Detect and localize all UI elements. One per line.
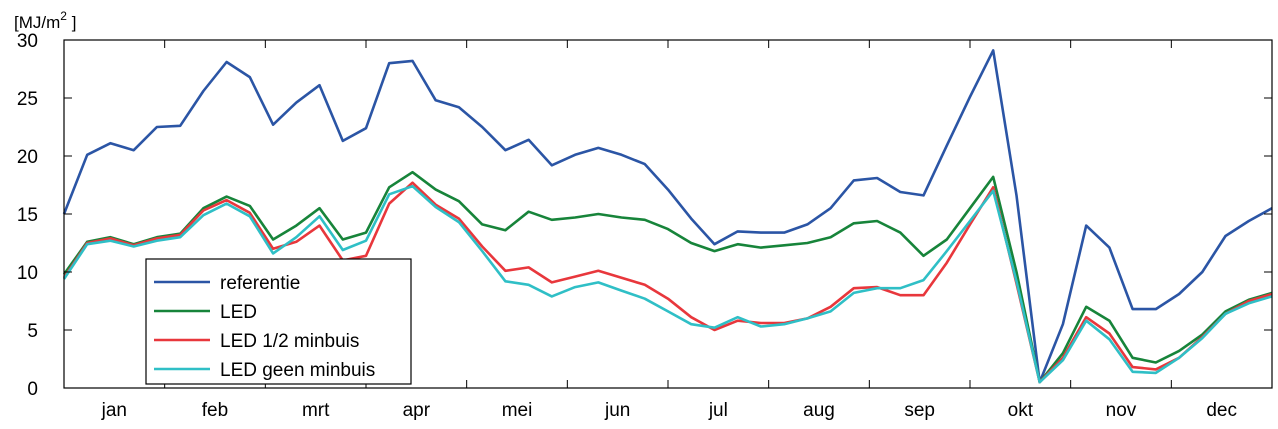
legend-label-2: LED — [220, 302, 257, 323]
y-unit-prefix: [MJ/m — [14, 13, 60, 32]
y-tick-label: 25 — [17, 89, 38, 110]
legend-box — [145, 258, 412, 385]
x-tick-label-dec: dec — [1206, 400, 1237, 421]
series-line-4 — [62, 184, 1273, 384]
x-tick-label-mei: mei — [502, 400, 533, 421]
legend-label-3: LED 1/2 minbuis — [220, 331, 359, 352]
y-tick-label: 15 — [17, 205, 38, 226]
x-tick-label-jul: jul — [708, 400, 728, 421]
series-line-3 — [62, 181, 1273, 384]
y-tick-label: 20 — [17, 147, 38, 168]
x-tick-label-feb: feb — [202, 400, 228, 421]
y-unit-superscript: 2 — [60, 9, 67, 23]
x-tick-label-aug: aug — [803, 400, 835, 421]
y-unit-label: [MJ/m2 ] — [14, 9, 76, 32]
legend-label-4: LED geen minbuis — [220, 360, 375, 381]
x-tick-label-okt: okt — [1008, 400, 1034, 421]
axes-layer: 0 5 10 15 20 25 30 jan feb mrt apr mei jun jul aug sep o… — [17, 31, 1273, 421]
series-line-2 — [62, 170, 1273, 384]
x-tick-label-apr: apr — [403, 400, 431, 421]
legend: referentie LED LED 1/2 minbuis LED geen min… — [145, 258, 412, 385]
y-tick-label: 0 — [27, 379, 38, 400]
y-tick-label: 5 — [27, 321, 38, 342]
y-tick-label: 10 — [17, 263, 38, 284]
legend-label-1: referentie — [220, 273, 300, 294]
series-layer — [62, 49, 1273, 384]
x-tick-label-nov: nov — [1106, 400, 1137, 421]
y-tick-label: 30 — [17, 31, 38, 52]
x-tick-label-jun: jun — [604, 400, 630, 421]
x-tick-label-sep: sep — [904, 400, 935, 421]
x-tick-label-mrt: mrt — [302, 400, 330, 421]
x-tick-label-jan: jan — [101, 400, 127, 421]
y-unit-suffix: ] — [67, 13, 76, 32]
series-line-1 — [62, 49, 1273, 384]
